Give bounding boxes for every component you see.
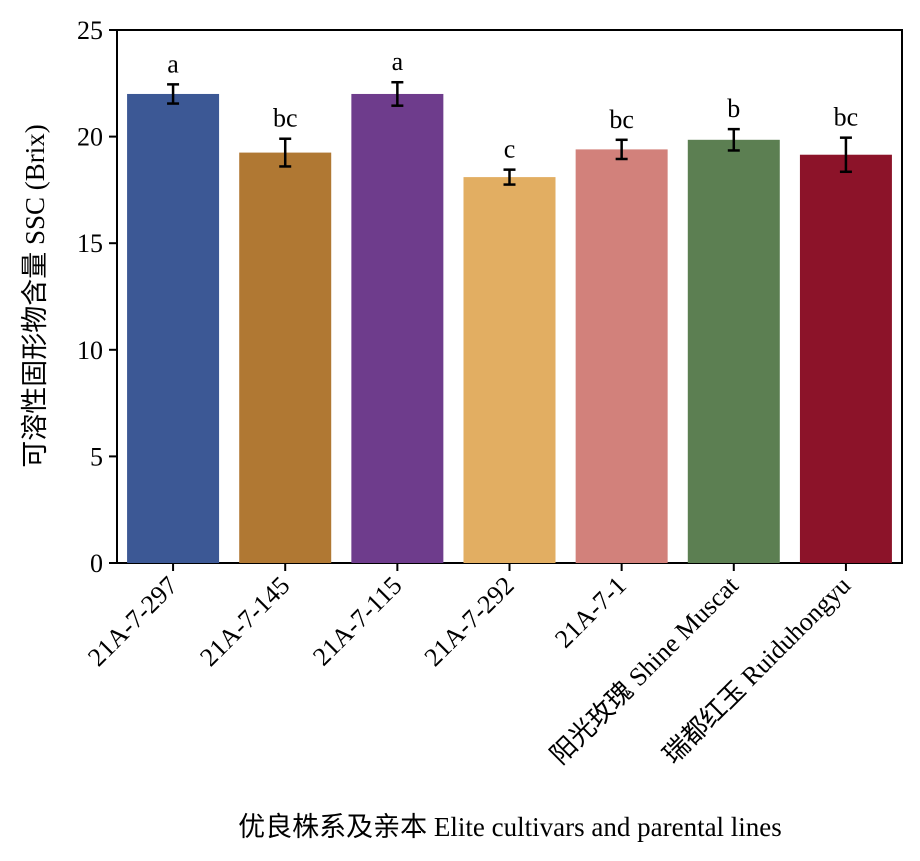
significance-label: bc [273, 104, 298, 133]
x-tick-label: 21A-7-292 [419, 571, 520, 672]
significance-label: bc [609, 105, 634, 134]
significance-label: bc [834, 103, 859, 132]
y-tick-label: 15 [77, 229, 103, 258]
y-tick-label: 20 [77, 123, 103, 152]
x-tick-label: 21A-7-297 [82, 571, 183, 672]
x-tick-label: 瑞都红玉 Ruiduhongyu [657, 571, 856, 770]
y-tick-label: 10 [77, 336, 103, 365]
y-axis-ticks: 0 5 10 15 20 25 [77, 16, 117, 578]
bar [687, 139, 780, 563]
significance-label: c [504, 135, 516, 164]
y-tick-label: 25 [77, 16, 103, 45]
x-tick-label: 21A-7-115 [307, 571, 408, 672]
y-tick-label: 5 [90, 442, 103, 471]
x-tick-label: 阳光玫瑰 Shine Muscat [545, 570, 745, 770]
y-axis-title: 可溶性固形物含量 SSC (Brix) [20, 124, 50, 468]
bar [463, 177, 556, 563]
y-tick-label: 0 [90, 549, 103, 578]
x-tick-label: 21A-7-1 [549, 571, 632, 654]
bar [127, 93, 220, 564]
bar [575, 149, 668, 563]
bar [799, 154, 892, 564]
significance-label: a [392, 47, 404, 76]
error-bars-group [167, 80, 852, 186]
x-tick-label: 21A-7-145 [194, 571, 295, 672]
bar [351, 93, 444, 564]
significance-label: a [167, 49, 179, 78]
significance-label: b [727, 94, 740, 123]
bars-group [127, 93, 892, 564]
x-axis-ticks: 21A-7-297 21A-7-145 21A-7-115 21A-7-292 21A-… [82, 563, 856, 770]
bar [239, 152, 332, 563]
x-axis-title: 优良株系及亲本 Elite cultivars and parental lin… [238, 812, 782, 842]
significance-labels-group: a bc a c bc b bc [167, 47, 858, 163]
